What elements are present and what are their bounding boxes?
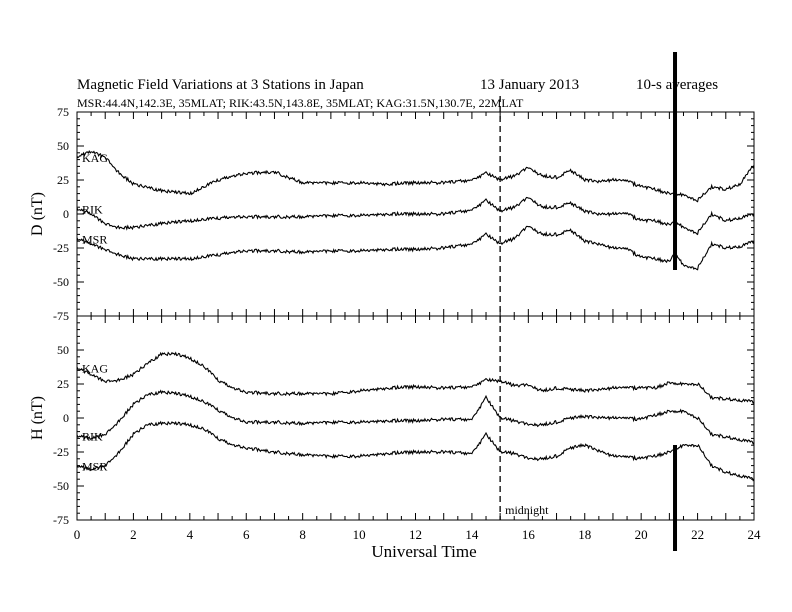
y-tick-label: 75 — [57, 105, 69, 119]
x-tick-label: 4 — [187, 527, 194, 542]
y-tick-label: 25 — [57, 173, 69, 187]
x-tick-label: 16 — [522, 527, 536, 542]
chart-title: Magnetic Field Variations at 3 Stations … — [77, 77, 364, 93]
y-tick-label: 0 — [63, 207, 69, 221]
series-label-rik: RIK — [82, 203, 103, 217]
series-line-msr — [76, 420, 755, 482]
x-tick-label: 20 — [635, 527, 648, 542]
chart-date: 13 January 2013 — [480, 77, 579, 93]
data-series: KAG RIK MSR KAG RIK MSR — [76, 150, 755, 482]
series-label-kag: KAG — [82, 362, 108, 376]
series-line-msr — [76, 225, 755, 271]
h-axis-label: H (nT) — [29, 396, 46, 440]
series-label-msr: MSR — [82, 460, 107, 474]
x-tick-label: 22 — [691, 527, 704, 542]
y-tick-label: -75 — [53, 513, 69, 527]
series-label-rik: RIK — [82, 430, 103, 444]
y-tick-label: -75 — [53, 309, 69, 323]
x-axis-label: Universal Time — [371, 542, 476, 561]
y-tick-label: 0 — [63, 411, 69, 425]
d-axis-label: D (nT) — [29, 192, 46, 236]
y-tick-label: -25 — [53, 445, 69, 459]
averaging-label: 10-s averages — [636, 77, 718, 93]
x-tick-label: 14 — [465, 527, 479, 542]
x-tick-label: 2 — [130, 527, 137, 542]
y-tick-label: 50 — [57, 343, 69, 357]
series-line-kag — [76, 351, 755, 405]
x-tick-label: 0 — [74, 527, 81, 542]
x-tick-label: 24 — [748, 527, 762, 542]
y-tick-label: 25 — [57, 377, 69, 391]
x-tick-label: 18 — [578, 527, 591, 542]
series-label-kag: KAG — [82, 151, 108, 165]
y-tick-label: -25 — [53, 241, 69, 255]
y-tick-label: -50 — [53, 479, 69, 493]
series-label-msr: MSR — [82, 232, 107, 246]
x-tick-label: 6 — [243, 527, 250, 542]
y-tick-label: -50 — [53, 275, 69, 289]
series-line-rik — [76, 389, 755, 445]
series-line-rik — [76, 196, 755, 236]
y-tick-label: 50 — [57, 139, 69, 153]
x-tick-label: 10 — [353, 527, 366, 542]
x-tick-label: 8 — [299, 527, 306, 542]
stations-info: MSR:44.4N,142.3E, 35MLAT; RIK:43.5N,143.… — [77, 96, 524, 110]
series-line-kag — [76, 150, 755, 203]
midnight-label: midnight — [505, 503, 549, 517]
annotation-marks — [499, 52, 678, 551]
x-tick-label: 12 — [409, 527, 422, 542]
h-panel-frame — [76, 315, 755, 521]
